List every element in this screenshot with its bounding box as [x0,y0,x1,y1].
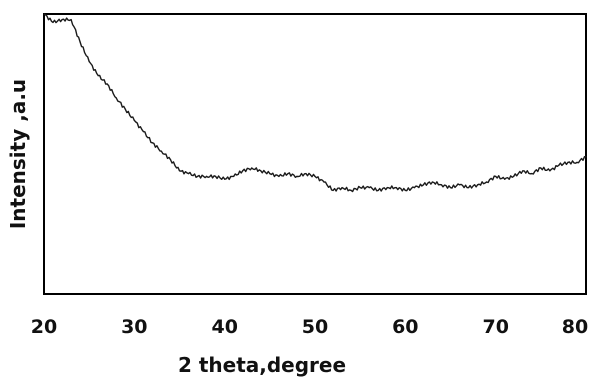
data-point [278,175,280,177]
data-point [477,184,479,186]
data-point [440,184,443,186]
data-point [413,187,415,189]
x-tick-label: 50 [302,316,328,338]
data-point [522,170,524,172]
data-point [377,189,379,191]
data-point [431,181,433,183]
data-point [70,19,72,21]
data-point [133,119,135,121]
data-point [260,170,262,172]
data-point [97,75,99,77]
x-axis-title: 2 theta,degree [178,353,346,377]
data-point [115,97,117,99]
data-point [224,178,226,180]
data-point [567,161,569,163]
x-tick-label: 30 [121,316,147,338]
data-point [169,159,172,161]
data-point [160,150,162,152]
data-point [540,167,542,169]
data-point [468,187,470,189]
data-point [43,13,45,15]
data-point [305,173,307,175]
data-point [215,175,217,177]
data-point [422,184,424,186]
x-tick-label: 40 [211,316,237,338]
data-point [251,167,253,169]
data-point [88,61,90,63]
data-point [359,187,361,189]
x-tick-label: 70 [482,316,508,338]
data-point [350,189,352,191]
data-point [79,41,81,43]
data-point [61,19,63,21]
data-point [341,187,343,189]
data-point [151,142,153,144]
x-tick-label: 60 [392,316,418,338]
data-point [124,108,126,110]
x-tick-label: 20 [31,316,57,338]
data-point [296,175,298,177]
data-point [206,175,208,177]
data-point [323,181,325,183]
series-layer [43,13,587,193]
data-point [576,161,578,163]
data-point [178,170,181,172]
data-point [531,173,533,175]
data-point [332,189,334,191]
data-point [187,173,190,175]
data-point [287,173,289,175]
data-point [52,21,54,23]
data-point [106,83,108,85]
data-point [269,173,271,175]
x-tick-label: 80 [562,316,588,338]
data-point [368,187,370,189]
x-tick-labels: 20 30 40 50 60 70 80 [31,316,588,338]
data-point [458,184,461,186]
data-point [585,156,587,158]
data-point [486,181,488,183]
y-axis-title: Intensity ,a.u [6,79,30,229]
data-point [233,175,235,177]
data-point [449,187,452,189]
data-point [504,178,506,180]
data-point [404,189,406,191]
data-point [495,175,497,177]
data-point [386,187,388,189]
data-point [549,170,551,172]
plot-frame [43,13,587,295]
data-point [558,164,560,166]
data-point [242,170,244,172]
data-point [142,131,144,133]
data-point [513,175,515,177]
data-point [314,175,316,177]
data-point [197,175,199,177]
data-point [395,187,397,189]
